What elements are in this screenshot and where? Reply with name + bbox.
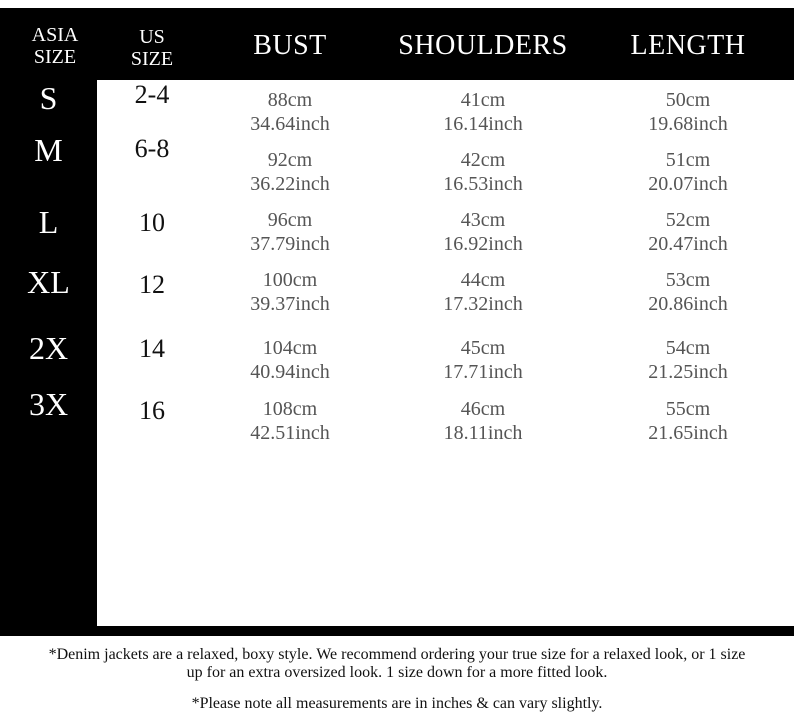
length-inch-value: 21.65inch [648,422,728,444]
shoulders-inch-value: 17.32inch [443,293,523,315]
header-asia-line1: ASIA [31,24,79,46]
shoulders-cell: 43cm 16.92inch [383,208,583,256]
shoulders-inch-value: 16.92inch [443,233,523,255]
us-size-cell: 2-4 [134,80,170,109]
length-cell: 55cm 21.65inch [588,397,788,445]
length-cm-value: 52cm [665,209,711,231]
us-size-cell: 10 [139,208,165,237]
shoulders-cm-value: 42cm [460,149,506,171]
shoulders-cm-value: 41cm [460,89,506,111]
us-size-cell: 16 [139,396,165,425]
length-cell: 54cm 21.25inch [588,336,788,384]
shoulders-cell: 44cm 17.32inch [383,268,583,316]
length-inch-value: 20.47inch [648,233,728,255]
bust-cell: 100cm 39.37inch [190,268,390,316]
shoulders-cell: 46cm 18.11inch [383,397,583,445]
header-us-line2: SIZE [130,48,174,70]
shoulders-cell: 42cm 16.53inch [383,148,583,196]
shoulders-inch-value: 16.14inch [443,113,523,135]
bust-cm-value: 92cm [267,149,313,171]
header-shoulders: SHOULDERS [398,30,568,61]
us-size-cell: 12 [139,270,165,299]
length-cell: 50cm 19.68inch [588,88,788,136]
length-cm-value: 51cm [665,149,711,171]
bust-cm-value: 88cm [267,89,313,111]
asia-size-cell: M [34,132,63,168]
bust-inch-value: 42.51inch [250,422,330,444]
header-asia-size: ASIA SIZE [0,24,110,68]
header-asia-line2: SIZE [33,46,77,68]
bust-inch-value: 37.79inch [250,233,330,255]
bust-cm-value: 104cm [262,337,318,359]
bust-cm-value: 108cm [262,398,318,420]
shoulders-inch-value: 16.53inch [443,173,523,195]
shoulders-cm-value: 44cm [460,269,506,291]
size-table: ASIA SIZE US SIZE BUST SHOULDERS LENGTH … [0,8,794,636]
footer-note-fit-line1: *Denim jackets are a relaxed, boxy style… [48,646,746,663]
footer-note-measurements: *Please note all measurements are in inc… [191,695,603,712]
asia-size-cell: L [38,204,59,240]
length-cell: 52cm 20.47inch [588,208,788,256]
length-inch-value: 21.25inch [648,361,728,383]
length-cell: 53cm 20.86inch [588,268,788,316]
us-size-cell: 6-8 [134,134,170,163]
asia-size-cell: 2X [28,330,69,366]
header-us-size: US SIZE [97,26,207,70]
header-bust: BUST [253,30,327,61]
bust-cell: 88cm 34.64inch [190,88,390,136]
bust-cell: 96cm 37.79inch [190,208,390,256]
bust-inch-value: 36.22inch [250,173,330,195]
length-cm-value: 54cm [665,337,711,359]
length-inch-value: 20.86inch [648,293,728,315]
us-size-cell: 14 [139,334,165,363]
shoulders-cm-value: 46cm [460,398,506,420]
length-cell: 51cm 20.07inch [588,148,788,196]
bust-cell: 104cm 40.94inch [190,336,390,384]
length-inch-value: 20.07inch [648,173,728,195]
shoulders-cell: 41cm 16.14inch [383,88,583,136]
shoulders-cell: 45cm 17.71inch [383,336,583,384]
header-us-line1: US [139,26,165,48]
shoulders-inch-value: 18.11inch [443,422,523,444]
bust-cell: 92cm 36.22inch [190,148,390,196]
length-cm-value: 55cm [665,398,711,420]
bust-cm-value: 100cm [262,269,318,291]
length-inch-value: 19.68inch [648,113,728,135]
table-body [97,80,794,626]
shoulders-inch-value: 17.71inch [443,361,523,383]
length-cm-value: 50cm [665,89,711,111]
asia-size-cell: XL [27,264,70,300]
header-length: LENGTH [630,30,746,61]
length-cm-value: 53cm [665,269,711,291]
shoulders-cm-value: 45cm [460,337,506,359]
bust-inch-value: 40.94inch [250,361,330,383]
asia-size-cell: 3X [28,386,69,422]
footer-note-fit-line2: up for an extra oversized look. 1 size d… [186,664,608,681]
asia-size-cell: S [39,80,58,116]
bust-inch-value: 39.37inch [250,293,330,315]
shoulders-cm-value: 43cm [460,209,506,231]
bust-cell: 108cm 42.51inch [190,397,390,445]
bust-cm-value: 96cm [267,209,313,231]
bust-inch-value: 34.64inch [250,113,330,135]
